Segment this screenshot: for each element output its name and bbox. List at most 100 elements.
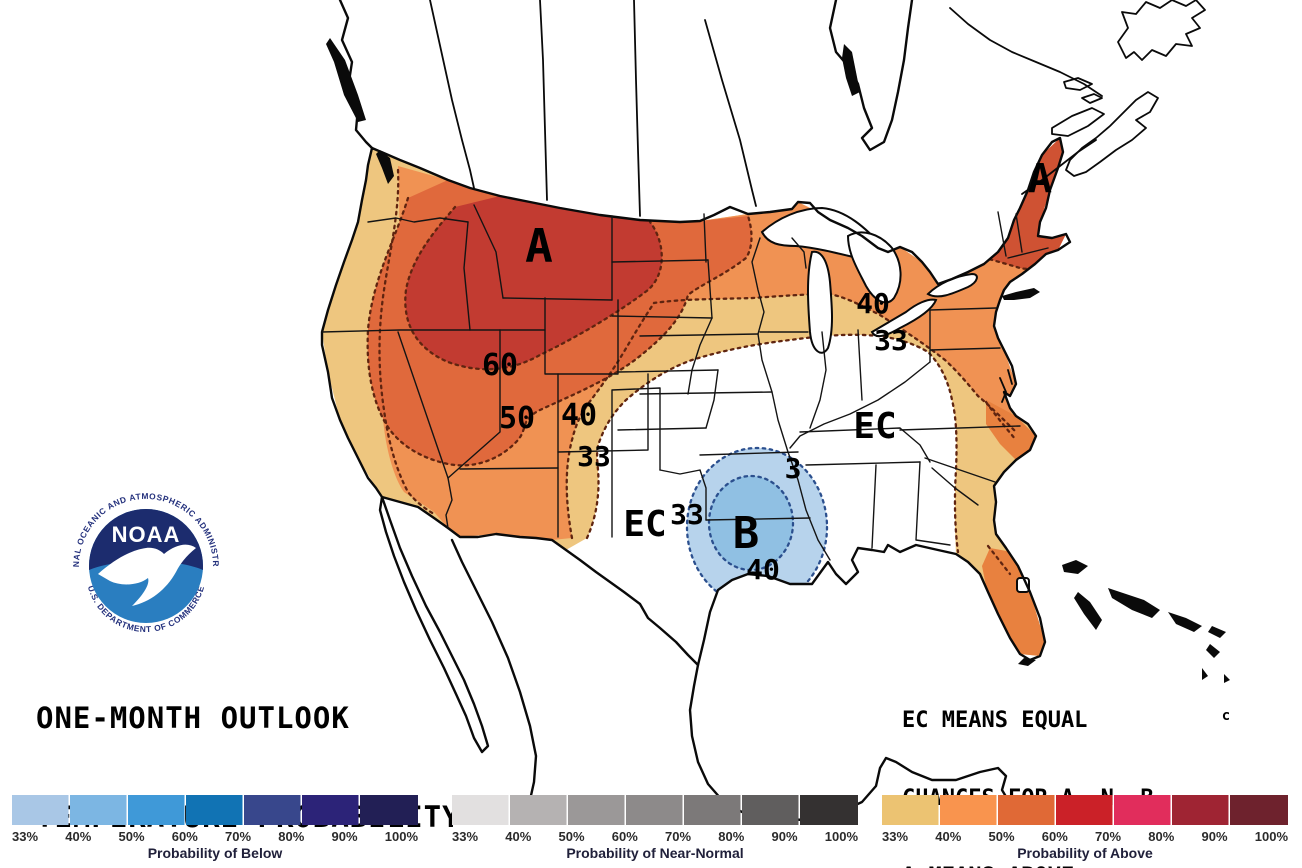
colorbar-above-caption: Probability of Above <box>1017 845 1153 861</box>
swatch <box>510 795 567 825</box>
tick: 40% <box>65 829 92 844</box>
label-ec-texas: EC <box>623 504 666 545</box>
swatch <box>70 795 127 825</box>
quebec-coast <box>949 7 1103 195</box>
note-line-ec: EC MEANS EQUAL <box>902 708 1088 733</box>
label-ec-tennessee: EC <box>853 406 896 447</box>
label-contour-50: 50 <box>499 401 535 436</box>
tick: 70% <box>665 829 692 844</box>
colorbar-above-ticks: 33% 40% 50% 60% 70% 80% 90% 100% <box>882 829 1288 844</box>
tick: 100% <box>824 829 858 844</box>
nova-scotia <box>1065 91 1159 177</box>
swatch <box>998 795 1055 825</box>
colorbar-below: 33% 40% 50% 60% 70% 80% 90% 100% Probabi… <box>12 795 418 861</box>
caribbean-islands <box>1018 560 1230 683</box>
mexico-gulf-coast <box>688 663 1010 822</box>
tick: 70% <box>225 829 252 844</box>
label-contour-33-east: 33 <box>874 324 908 357</box>
tick: 60% <box>611 829 638 844</box>
label-contour-33-west: 33 <box>577 440 611 473</box>
vancouver-island <box>326 38 366 122</box>
newfoundland <box>1117 0 1206 61</box>
puget-sound <box>376 150 394 184</box>
tick: 80% <box>278 829 305 844</box>
tick: 90% <box>771 829 798 844</box>
label-below-b: B <box>733 508 760 559</box>
tick: 90% <box>331 829 358 844</box>
title-block: ONE-MONTH OUTLOOK TEMPERATURE PROBABILIT… <box>36 636 461 868</box>
region-below-40 <box>709 476 793 570</box>
colorbar-near-normal-ticks: 33% 40% 50% 60% 70% 80% 90% 100% <box>452 829 858 844</box>
note-line-above: A MEANS ABOVE <box>902 864 1154 868</box>
label-contour-3-blue: 3 <box>785 452 802 485</box>
lake-winnipeg <box>842 44 860 96</box>
label-island-c: c <box>1222 708 1230 724</box>
swatch <box>1230 795 1288 825</box>
tick: 50% <box>118 829 145 844</box>
noaa-logo: NATIONAL OCEANIC AND ATMOSPHERIC ADMINIS… <box>60 480 232 652</box>
lake-huron <box>846 231 902 304</box>
prince-edward-island <box>1081 93 1103 104</box>
noaa-seagull-icon <box>98 544 196 606</box>
swatch <box>626 795 683 825</box>
swatch <box>186 795 243 825</box>
swatch <box>1056 795 1113 825</box>
tick: 33% <box>12 829 39 844</box>
tick: 33% <box>452 829 479 844</box>
swatch <box>742 795 799 825</box>
tick: 40% <box>935 829 962 844</box>
coastlines <box>320 0 1230 822</box>
region-above-south-florida <box>982 548 1045 656</box>
tick: 60% <box>171 829 198 844</box>
swatch <box>452 795 509 825</box>
tick: 80% <box>1148 829 1175 844</box>
long-island <box>1002 288 1040 300</box>
state-borders <box>321 204 1049 561</box>
title-line-outlook: ONE-MONTH OUTLOOK <box>36 701 350 735</box>
swatch <box>302 795 359 825</box>
swatch <box>360 795 418 825</box>
tick: 100% <box>384 829 418 844</box>
canada-borders <box>429 0 757 217</box>
label-contour-60: 60 <box>482 348 518 383</box>
swatch <box>1172 795 1229 825</box>
map-labels: A 60 50 40 33 EC 33 B 3 40 EC 40 33 A c <box>482 156 1230 724</box>
tick: 40% <box>505 829 532 844</box>
swatch <box>244 795 301 825</box>
colorbar-near-normal: 33% 40% 50% 60% 70% 80% 90% 100% Probabi… <box>452 795 858 861</box>
colorbar-near-normal-swatches <box>452 795 858 825</box>
colorbar-above: 33% 40% 50% 60% 70% 80% 90% 100% Probabi… <box>882 795 1288 861</box>
label-above-a-northeast: A <box>1028 156 1052 202</box>
label-contour-40-east: 40 <box>856 287 890 320</box>
colorbar-below-ticks: 33% 40% 50% 60% 70% 80% 90% 100% <box>12 829 418 844</box>
lake-michigan <box>807 250 833 354</box>
baja-california <box>378 495 490 754</box>
tick: 70% <box>1095 829 1122 844</box>
swatch <box>1114 795 1171 825</box>
tick: 90% <box>1201 829 1228 844</box>
contour-lines <box>366 168 1044 608</box>
tick: 80% <box>718 829 745 844</box>
mexico-west-coast <box>450 538 538 818</box>
label-contour-40-blue: 40 <box>746 553 780 586</box>
colorbar-below-swatches <box>12 795 418 825</box>
probability-shading <box>322 138 1066 656</box>
anticosti-island <box>1063 77 1093 91</box>
swatch <box>940 795 997 825</box>
chesapeake-bay <box>999 369 1013 403</box>
label-above-a-west: A <box>525 219 553 273</box>
swatch <box>568 795 625 825</box>
colorbar-near-normal-caption: Probability of Near-Normal <box>566 845 744 861</box>
hudson-bay <box>828 0 914 152</box>
tick: 33% <box>882 829 909 844</box>
tick: 60% <box>1041 829 1068 844</box>
swatch <box>800 795 858 825</box>
swatch <box>882 795 939 825</box>
label-contour-40-west: 40 <box>561 398 597 433</box>
us-outline <box>320 136 1072 667</box>
gaspe-peninsula <box>1051 107 1105 137</box>
colorbar-below-caption: Probability of Below <box>147 845 283 861</box>
swatch <box>684 795 741 825</box>
